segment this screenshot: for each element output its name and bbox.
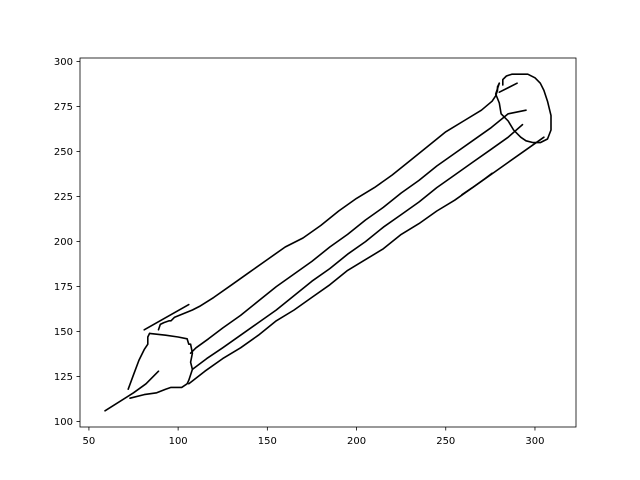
series-line-3: [129, 332, 194, 399]
y-tick-label: 275: [54, 102, 73, 113]
y-tick-label: 225: [54, 192, 73, 203]
x-tick-label: 50: [83, 436, 96, 447]
x-tick-label: 100: [169, 436, 188, 447]
x-tick-label: 150: [258, 436, 277, 447]
series-line-4: [143, 303, 190, 331]
series-line-1: [104, 370, 160, 412]
x-tick-label: 250: [436, 436, 455, 447]
series-line-6: [189, 109, 527, 354]
x-tick-label: 300: [525, 436, 544, 447]
y-tick-label: 125: [54, 372, 73, 383]
x-tick-label: 200: [347, 436, 366, 447]
series-line-11: [498, 82, 518, 93]
y-axis: 100 125 150 175 200 225 250 275 300: [54, 57, 80, 428]
series-line-2: [127, 332, 151, 390]
x-axis: 50 100 150 200 250 300: [83, 427, 545, 447]
y-tick-label: 300: [54, 57, 73, 68]
series-line-7: [191, 123, 524, 371]
y-tick-label: 175: [54, 282, 73, 293]
y-tick-label: 200: [54, 237, 73, 248]
y-tick-label: 100: [54, 417, 73, 428]
series-line-9: [461, 172, 493, 196]
y-tick-label: 150: [54, 327, 73, 338]
drawing-strokes: [104, 73, 552, 412]
plot-frame: [79, 57, 577, 428]
y-tick-label: 250: [54, 147, 73, 158]
series-line-10: [494, 73, 552, 144]
series-line-5: [157, 82, 501, 331]
